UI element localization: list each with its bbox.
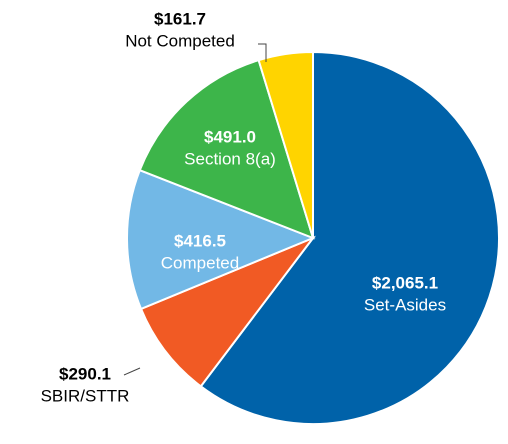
leader-line (258, 43, 267, 62)
data-label: $290.1 (59, 364, 111, 383)
slice-label: Set-Asides (364, 295, 446, 314)
slice-label: Section 8(a) (184, 149, 276, 168)
data-label: $161.7 (154, 9, 206, 28)
pie-slice (257, 50, 314, 239)
pie-slice (138, 58, 315, 240)
leader-line (123, 367, 141, 376)
data-label: $416.5 (174, 231, 226, 250)
pie-slice (126, 168, 316, 311)
slice-label: Competed (161, 253, 239, 272)
data-label: $2,065.1 (372, 273, 438, 292)
pie-slice (199, 50, 500, 425)
data-label: $491.0 (204, 127, 256, 146)
pie-slice (139, 235, 317, 388)
slice-label: SBIR/STTR (41, 386, 130, 405)
slice-label: Not Competed (125, 31, 235, 50)
